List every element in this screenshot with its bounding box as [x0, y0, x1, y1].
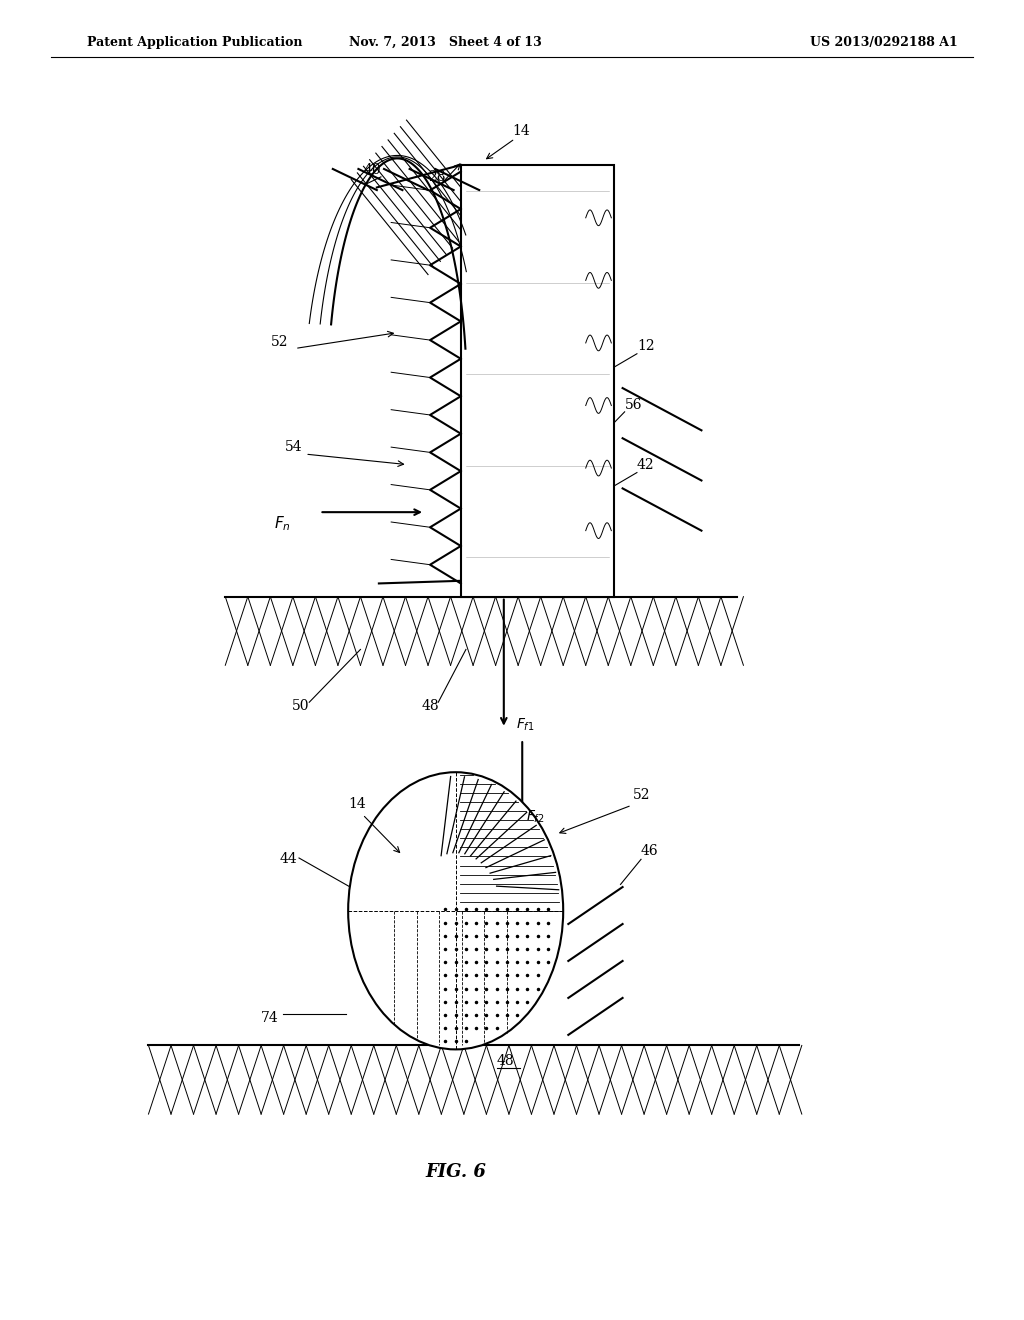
Text: 48: 48: [422, 700, 439, 713]
Text: Patent Application Publication: Patent Application Publication: [87, 36, 302, 49]
Text: $F_n$: $F_n$: [274, 513, 291, 533]
Text: 42: 42: [637, 458, 654, 471]
Text: FIG. 6: FIG. 6: [425, 1163, 486, 1181]
Polygon shape: [461, 165, 614, 597]
Text: 52: 52: [271, 335, 289, 348]
Text: 56: 56: [625, 399, 642, 412]
Text: 28: 28: [428, 170, 445, 183]
Text: 44: 44: [280, 853, 297, 866]
Text: Nov. 7, 2013   Sheet 4 of 13: Nov. 7, 2013 Sheet 4 of 13: [349, 36, 542, 49]
Text: $F_{f1}$: $F_{f1}$: [516, 717, 535, 733]
Text: 40: 40: [364, 164, 381, 177]
Text: US 2013/0292188 A1: US 2013/0292188 A1: [810, 36, 957, 49]
Text: 54: 54: [285, 441, 302, 454]
Text: $F_{f2}$: $F_{f2}$: [526, 809, 545, 825]
Text: 74: 74: [261, 1011, 279, 1024]
Circle shape: [348, 772, 563, 1049]
Text: 14: 14: [348, 797, 366, 810]
Text: 12: 12: [637, 339, 654, 352]
Text: 14: 14: [512, 124, 529, 137]
Text: FIG. 5: FIG. 5: [425, 873, 486, 891]
Text: 52: 52: [633, 788, 650, 801]
Text: 46: 46: [641, 845, 658, 858]
Text: 48: 48: [497, 1055, 514, 1068]
Text: 50: 50: [292, 700, 309, 713]
